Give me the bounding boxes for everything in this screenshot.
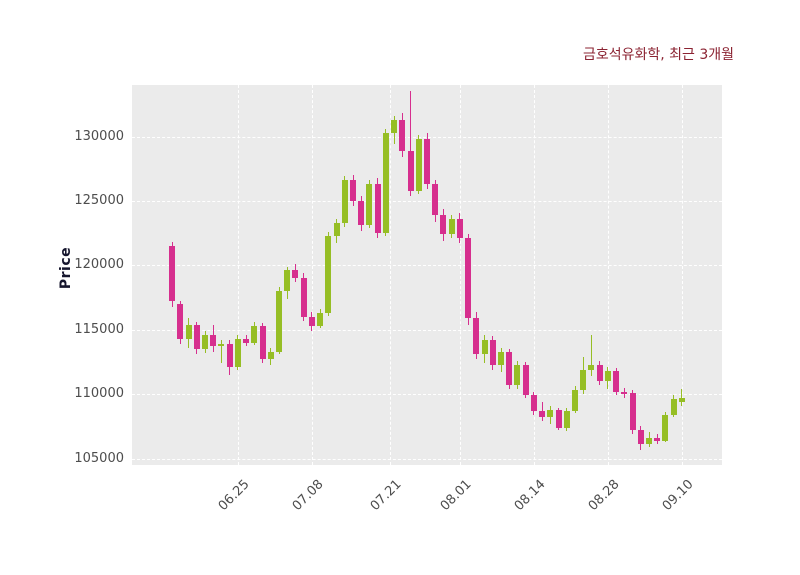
candle-wick: [410, 91, 412, 196]
y-tick-label: 105000: [74, 450, 124, 466]
v-gridline: [311, 85, 313, 465]
candle: [522, 364, 529, 396]
candle: [259, 325, 266, 360]
candle: [424, 139, 430, 185]
candle: [185, 324, 192, 339]
candle: [243, 338, 250, 343]
candle: [654, 437, 661, 441]
candle: [456, 218, 463, 239]
h-gridline: [132, 200, 722, 202]
x-tick-label: 08.01: [437, 477, 475, 514]
h-gridline: [132, 458, 722, 460]
candle: [530, 395, 537, 411]
y-tick-label: 125000: [74, 192, 124, 208]
candle: [604, 370, 611, 382]
candle: [391, 119, 398, 133]
candle: [276, 291, 282, 352]
candle-wick: [590, 334, 592, 377]
y-tick-label: 115000: [74, 321, 124, 337]
candle: [646, 437, 652, 445]
v-gridline: [459, 85, 461, 465]
candle: [169, 246, 176, 302]
candle: [662, 414, 669, 441]
x-tick-label: 08.28: [585, 477, 623, 514]
candle-wick: [681, 389, 683, 406]
candle: [350, 180, 356, 201]
candle: [193, 324, 200, 350]
v-gridline: [390, 85, 391, 465]
candle: [210, 334, 217, 347]
x-tick-label: 07.21: [367, 477, 405, 514]
candle: [333, 222, 340, 236]
candle: [506, 351, 513, 386]
candle: [514, 364, 521, 386]
candle: [637, 430, 644, 445]
candle: [555, 409, 562, 428]
candle: [317, 313, 324, 326]
candle: [481, 340, 488, 355]
x-tick-label: 08.14: [511, 477, 549, 514]
candle: [539, 410, 546, 418]
candle: [489, 340, 496, 365]
candle: [177, 303, 184, 339]
candle: [382, 132, 389, 234]
candle: [325, 235, 332, 313]
v-gridline: [607, 85, 609, 465]
x-tick-label: 09.10: [659, 477, 697, 514]
h-gridline: [132, 265, 722, 267]
candle: [588, 364, 595, 370]
candle: [613, 370, 620, 392]
candle-wick: [220, 340, 222, 364]
candle: [251, 325, 258, 343]
candle: [267, 351, 274, 360]
plot-area: [132, 85, 722, 465]
candle: [292, 270, 299, 279]
candle: [218, 343, 225, 347]
candle: [440, 215, 447, 235]
candle: [202, 334, 208, 350]
candle: [399, 119, 406, 151]
candle: [432, 184, 439, 216]
candle: [308, 316, 315, 326]
candle: [366, 184, 373, 226]
candle: [300, 278, 307, 317]
candle: [596, 364, 603, 382]
y-tick-label: 120000: [74, 257, 124, 273]
candle: [629, 392, 636, 431]
candle: [670, 399, 677, 415]
candle: [415, 139, 422, 191]
y-tick-label: 130000: [74, 128, 124, 144]
v-gridline: [237, 85, 239, 465]
h-gridline: [132, 329, 722, 331]
candle: [341, 180, 348, 223]
h-gridline: [132, 394, 722, 396]
candle: [284, 270, 291, 292]
chart-title: 금호석유화학, 최근 3개월: [582, 47, 734, 63]
x-tick-label: 06.25: [215, 477, 253, 514]
candle: [572, 390, 578, 411]
candle: [678, 398, 685, 402]
candle: [358, 200, 365, 226]
candle: [498, 351, 504, 365]
candle: [448, 218, 455, 235]
candle: [563, 410, 570, 428]
candle: [465, 238, 472, 319]
y-tick-label: 110000: [74, 386, 124, 402]
candle: [226, 343, 233, 368]
candle: [580, 369, 587, 391]
v-gridline: [533, 85, 535, 465]
x-tick-label: 07.08: [289, 477, 327, 514]
v-gridline: [681, 85, 683, 465]
candle: [407, 150, 414, 191]
candle: [473, 318, 480, 355]
candle: [621, 391, 628, 394]
candle: [234, 338, 241, 368]
candle: [547, 409, 554, 418]
candle: [374, 184, 381, 234]
